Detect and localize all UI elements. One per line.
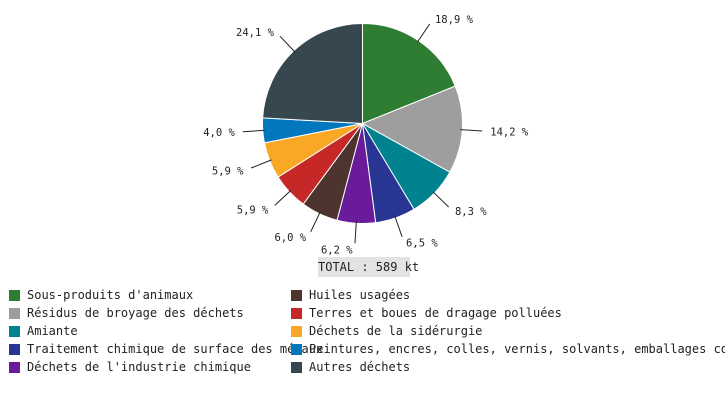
slice-leader-line (416, 23, 431, 43)
legend-item: Autres déchets (291, 358, 410, 376)
slice-leader-line (250, 159, 272, 169)
slice-leader-line (354, 221, 357, 244)
legend-label: Résidus de broyage des déchets (27, 306, 244, 320)
total-label: TOTAL : 589 kt (318, 257, 419, 277)
legend-swatch (291, 307, 302, 319)
slice-percent-label: 5,9 % (212, 165, 244, 177)
slice-percent-label: 18,9 % (435, 14, 474, 26)
legend-swatch (9, 307, 20, 319)
slice-percent-label: 6,5 % (406, 237, 438, 249)
legend-item: Amiante (9, 322, 78, 340)
slice-leader-line (274, 189, 292, 206)
legend-item: Terres et boues de dragage polluées (291, 304, 562, 322)
slice-percent-label: 6,2 % (321, 244, 353, 256)
legend-swatch (9, 361, 20, 373)
legend-item: Traitement chimique de surface des métau… (9, 340, 323, 358)
legend-label: Déchets de l'industrie chimique (27, 360, 251, 374)
legend-swatch (291, 289, 302, 301)
legend-swatch (9, 343, 20, 355)
slice-leader-line (460, 129, 483, 132)
slice-leader-line (310, 211, 321, 232)
legend-item: Déchets de la sidérurgie (291, 322, 482, 340)
legend-label: Terres et boues de dragage polluées (309, 306, 562, 320)
legend-label: Peintures, encres, colles, vernis, solva… (309, 342, 725, 356)
legend-swatch (291, 325, 302, 337)
legend-item: Déchets de l'industrie chimique (9, 358, 251, 376)
legend-label: Sous-produits d'animaux (27, 288, 194, 302)
slice-percent-label: 24,1 % (236, 27, 275, 39)
legend-label: Traitement chimique de surface des métau… (27, 342, 324, 356)
slice-leader-line (279, 35, 296, 53)
legend-swatch (9, 325, 20, 337)
legend-label: Déchets de la sidérurgie (309, 324, 483, 338)
slice-percent-label: 14,2 % (490, 126, 529, 138)
slice-percent-label: 5,9 % (237, 204, 269, 216)
legend-label: Autres déchets (309, 360, 411, 374)
legend-item: Résidus de broyage des déchets (9, 304, 244, 322)
legend-swatch (9, 289, 20, 301)
slice-percent-label: 8,3 % (455, 206, 487, 218)
legend-label: Huiles usagées (309, 288, 411, 302)
legend-swatch (291, 361, 302, 373)
slice-leader-line (394, 215, 403, 237)
slice-percent-label: 6,0 % (275, 232, 307, 244)
slice-leader-line (242, 129, 265, 133)
legend: Sous-produits d'animaux Résidus de broyag… (9, 286, 725, 379)
legend-label: Amiante (27, 324, 78, 338)
legend-item: Peintures, encres, colles, vernis, solva… (291, 340, 725, 358)
slice-percent-label: 4,0 % (203, 127, 235, 139)
pie-slice (262, 22, 363, 125)
slice-leader-line (432, 191, 450, 208)
legend-swatch (291, 343, 302, 355)
legend-item: Huiles usagées (291, 286, 410, 304)
legend-item: Sous-produits d'animaux (9, 286, 193, 304)
